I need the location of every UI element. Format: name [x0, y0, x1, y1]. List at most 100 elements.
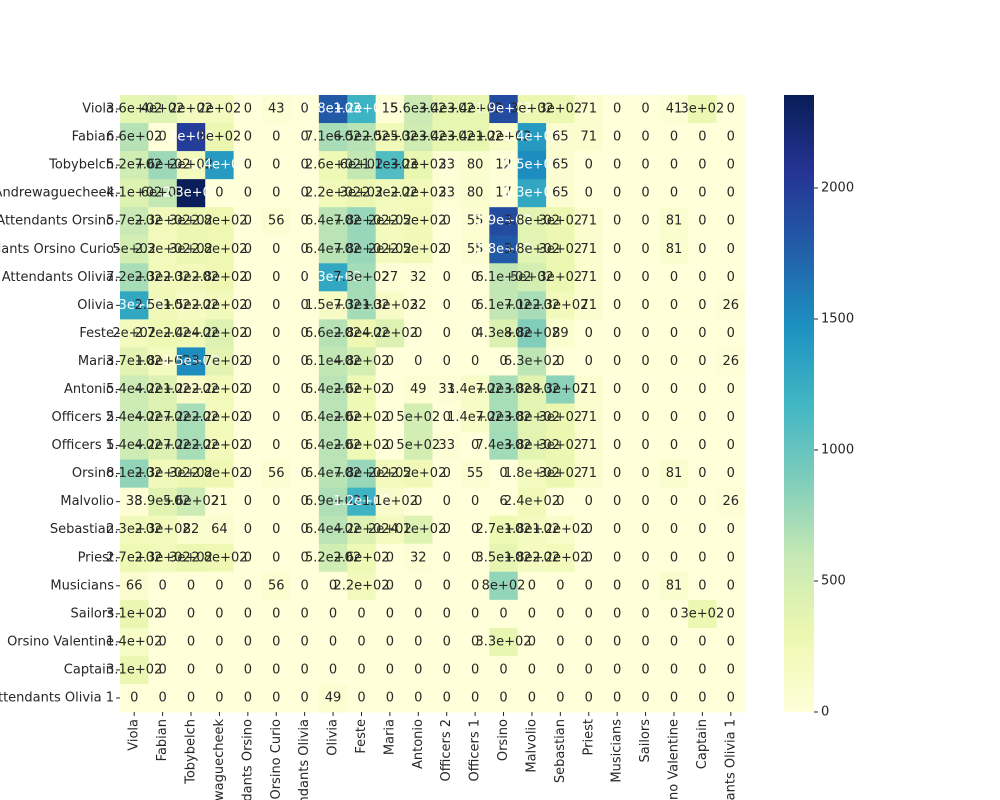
heatmap-cell [290, 683, 320, 713]
cell-label: 71 [580, 298, 597, 313]
cell-label: 0 [613, 242, 621, 257]
heatmap-cell [460, 375, 490, 404]
cell-label: 3.4e+02 [447, 130, 503, 145]
heatmap-cell [432, 683, 462, 713]
heatmap-cell [489, 599, 519, 629]
heatmap-cell [205, 627, 235, 657]
heatmap-cell [176, 319, 206, 348]
cell-label: 2.6e+02 [333, 438, 389, 453]
cell-label: 0 [698, 130, 706, 145]
heatmap-cell [318, 683, 348, 713]
cell-label: 0 [727, 214, 735, 229]
cell-label: 1.2e+03 [333, 494, 389, 509]
heatmap-cell [460, 627, 490, 657]
cell-label: 0 [727, 382, 735, 397]
heatmap-cell [602, 123, 632, 152]
cell-label: 1.5e+03 [504, 158, 560, 173]
cell-label: 0 [670, 326, 678, 341]
heatmap-cell [176, 347, 206, 376]
heatmap-cell [631, 599, 661, 629]
heatmap-cell [262, 375, 291, 404]
heatmap-cell [574, 291, 604, 320]
cell-label: 6e+02 [141, 186, 185, 201]
heatmap-cell [602, 515, 632, 545]
cell-label: 0 [386, 662, 394, 677]
heatmap-cell [120, 487, 149, 517]
heatmap-cell [546, 515, 576, 545]
heatmap-cell [404, 683, 433, 713]
heatmap-cell [659, 375, 689, 404]
heatmap-cell [233, 235, 263, 264]
heatmap-cell [546, 403, 576, 433]
cell-label: 0 [641, 466, 649, 481]
cell-label: 0 [641, 382, 649, 397]
cell-label: 0 [613, 438, 621, 453]
heatmap-cell [602, 319, 632, 348]
x-tick-label: Olivia [326, 719, 341, 756]
cell-label: 0 [443, 410, 451, 425]
heatmap-cell [262, 459, 291, 489]
cell-label: 0 [613, 214, 621, 229]
heatmap-cell [404, 627, 433, 657]
heatmap-cell [290, 235, 320, 264]
heatmap-cell [460, 543, 490, 573]
cell-label: 2.5e+02 [135, 298, 191, 313]
heatmap-cell [546, 543, 576, 573]
cell-label: 0 [443, 662, 451, 677]
heatmap-cell [262, 599, 291, 629]
heatmap-cell [631, 179, 661, 208]
cell-label: 33 [438, 382, 455, 397]
cell-label: 2.8e+02 [191, 270, 247, 285]
heatmap-cell [659, 151, 689, 180]
x-tick-label: Malvolio [524, 719, 539, 773]
heatmap-cell [120, 263, 149, 292]
heatmap-cell [176, 571, 206, 601]
heatmap-cell [602, 291, 632, 320]
cell-label: 0 [698, 662, 706, 677]
heatmap-cell [347, 291, 377, 320]
cell-label: 0 [443, 270, 451, 285]
cell-label: 6.3e+02 [504, 354, 560, 369]
heatmap-cell [262, 151, 291, 180]
cell-label: 0 [471, 522, 479, 537]
x-tick-label: Priest [581, 719, 596, 755]
heatmap-cell [262, 123, 291, 152]
cell-label: 6.4e+02 [305, 410, 361, 425]
cell-label: 0 [641, 298, 649, 313]
heatmap-cell [290, 599, 320, 629]
cell-label: 2.8e+02 [191, 242, 247, 257]
heatmap-cell [148, 515, 178, 545]
heatmap-cell [517, 431, 547, 461]
cell-label: 6.4e+02 [305, 242, 361, 257]
cell-label: 0 [158, 690, 166, 705]
cell-label: 66 [126, 578, 143, 593]
cell-label: 4.2e+02 [191, 326, 247, 341]
colorbar-tick-label: 500 [821, 574, 846, 589]
heatmap-cell [148, 151, 178, 180]
heatmap-cell [574, 627, 604, 657]
cell-label: 0 [641, 634, 649, 649]
cell-label: 8.8e+02 [504, 326, 560, 341]
heatmap-cell [318, 179, 348, 208]
cell-label: 0 [244, 298, 252, 313]
cell-label: 0 [443, 606, 451, 621]
cell-label: 81 [666, 466, 683, 481]
heatmap-cell [517, 235, 547, 264]
heatmap-cell [404, 347, 433, 376]
heatmap-cell [574, 683, 604, 713]
cell-label: 7.6e+02 [135, 158, 191, 173]
heatmap-cell [688, 459, 718, 489]
heatmap-cell [148, 543, 178, 573]
heatmap-cell [574, 319, 604, 348]
colorbar [784, 95, 814, 712]
heatmap-cell [290, 207, 320, 236]
cell-label: 0 [414, 606, 422, 621]
heatmap-cell [205, 207, 235, 236]
colorbar-tick-label: 0 [821, 705, 829, 720]
cell-label: 2.3e+02 [135, 214, 191, 229]
heatmap-cell [404, 655, 433, 685]
heatmap-cell [432, 179, 462, 208]
cell-label: 81 [666, 242, 683, 257]
heatmap-cell [318, 263, 348, 292]
heatmap-cell [318, 627, 348, 657]
